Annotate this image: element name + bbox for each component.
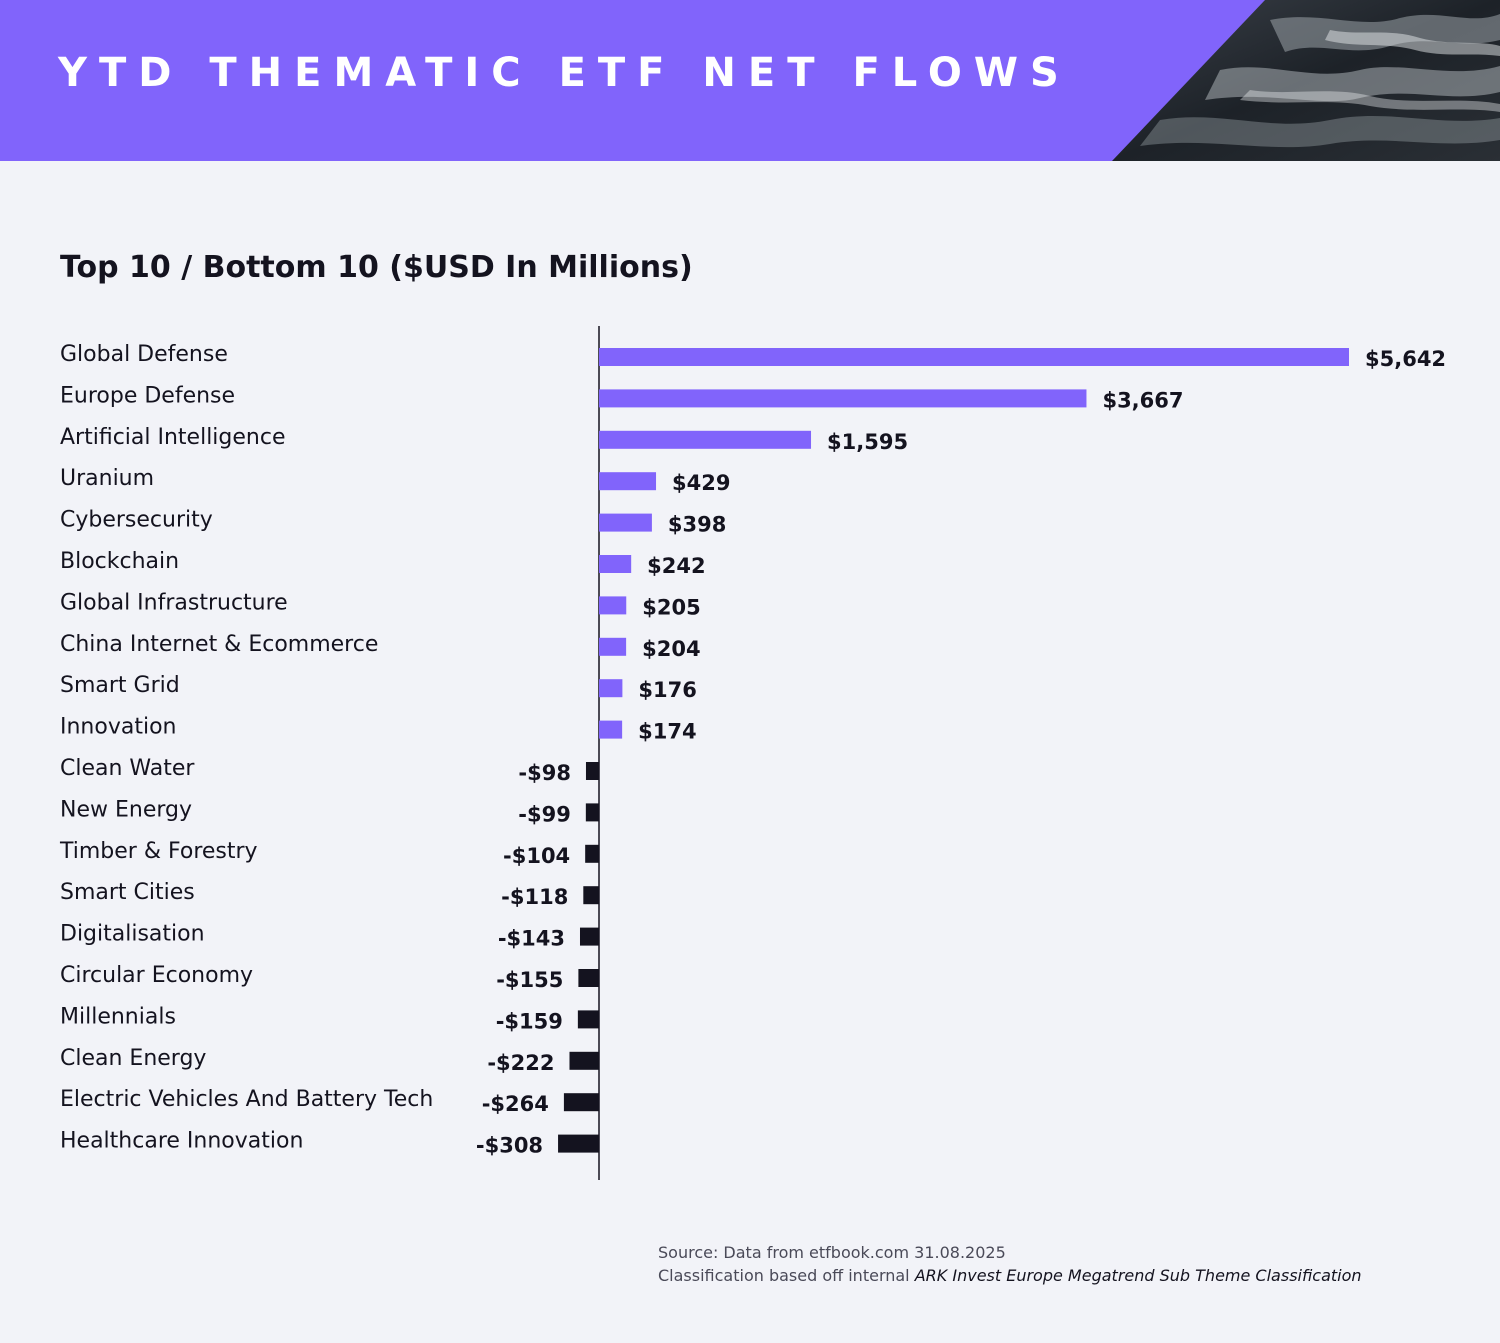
water-photo-image [1112,0,1500,161]
value-label: -$308 [476,1134,543,1158]
value-label: -$104 [503,844,570,868]
negative-flow-bar [579,927,599,946]
value-label: $176 [638,678,696,702]
value-label: -$155 [496,968,563,992]
category-label: New Energy [60,797,192,822]
positive-flow-bar [599,555,632,573]
positive-flow-bar [599,472,657,491]
positive-flow-bar [599,596,627,615]
source-note: Source: Data from etfbook.com 31.08.2025… [658,1241,1362,1287]
classification-prefix: Classification based off internal [658,1266,915,1285]
value-label: $174 [638,720,696,744]
category-label: Smart Cities [60,880,195,905]
category-label: Europe Defense [60,383,235,408]
category-label: Blockchain [60,549,179,574]
value-label: $398 [668,513,726,537]
category-label: Global Defense [60,342,228,367]
category-label: Timber & Forestry [59,839,258,864]
value-label: $5,642 [1365,347,1446,371]
category-label: Innovation [60,715,176,740]
category-label: Digitalisation [60,922,205,947]
classification-emphasis: ARK Invest Europe Megatrend Sub Theme Cl… [914,1266,1362,1285]
value-label: -$222 [487,1051,554,1075]
value-label: -$159 [496,1009,563,1033]
source-line: Source: Data from etfbook.com 31.08.2025 [658,1243,1006,1262]
category-label: Artificial Intelligence [60,425,286,450]
header-banner: YTD THEMATIC ETF NET FLOWS [0,0,1500,161]
positive-flow-bar [599,389,1087,408]
classification-line: Classification based off internal ARK In… [658,1264,1362,1287]
category-label: Uranium [60,466,154,491]
chart-title: Top 10 / Bottom 10 ($USD In Millions) [60,250,693,285]
negative-flow-bar [569,1051,599,1070]
value-label: -$143 [498,927,565,951]
positive-flow-bar [599,513,652,532]
value-label: $204 [642,637,700,661]
category-label: Global Infrastructure [60,590,288,615]
positive-flow-bar [599,430,812,449]
category-label: Clean Energy [60,1046,206,1071]
value-label: $205 [642,595,700,619]
bar-chart: Global Defense $5,642 Europe Defense $3,667… [59,326,1446,1180]
value-label: -$118 [501,885,568,909]
positive-flow-bar [599,720,623,739]
category-label: Circular Economy [60,963,253,988]
negative-flow-bar [585,762,599,780]
page-title: YTD THEMATIC ETF NET FLOWS [58,50,1071,96]
negative-flow-bar [583,886,599,905]
value-label: $3,667 [1102,388,1183,412]
positive-flow-bar [599,348,1349,366]
value-label: -$98 [518,761,571,785]
positive-flow-bar [599,637,627,656]
category-label: Electric Vehicles And Battery Tech [60,1087,433,1112]
value-label: -$264 [482,1092,549,1116]
category-label: China Internet & Ecommerce [60,632,378,657]
value-label: $429 [672,471,730,495]
category-label: Cybersecurity [60,508,213,533]
positive-flow-bar [599,679,623,698]
negative-flow-bar [577,1010,599,1029]
value-label: $1,595 [827,430,908,454]
value-label: $242 [647,554,705,578]
category-label: Millennials [60,1004,176,1029]
category-label: Clean Water [60,756,195,781]
category-label: Smart Grid [60,673,180,698]
negative-flow-bar [563,1093,599,1112]
value-label: -$99 [518,802,571,826]
negative-flow-bar [558,1134,599,1153]
negative-flow-bar [585,803,599,822]
negative-flow-bar [578,969,599,987]
category-label: Healthcare Innovation [60,1129,303,1154]
negative-flow-bar [585,844,599,863]
